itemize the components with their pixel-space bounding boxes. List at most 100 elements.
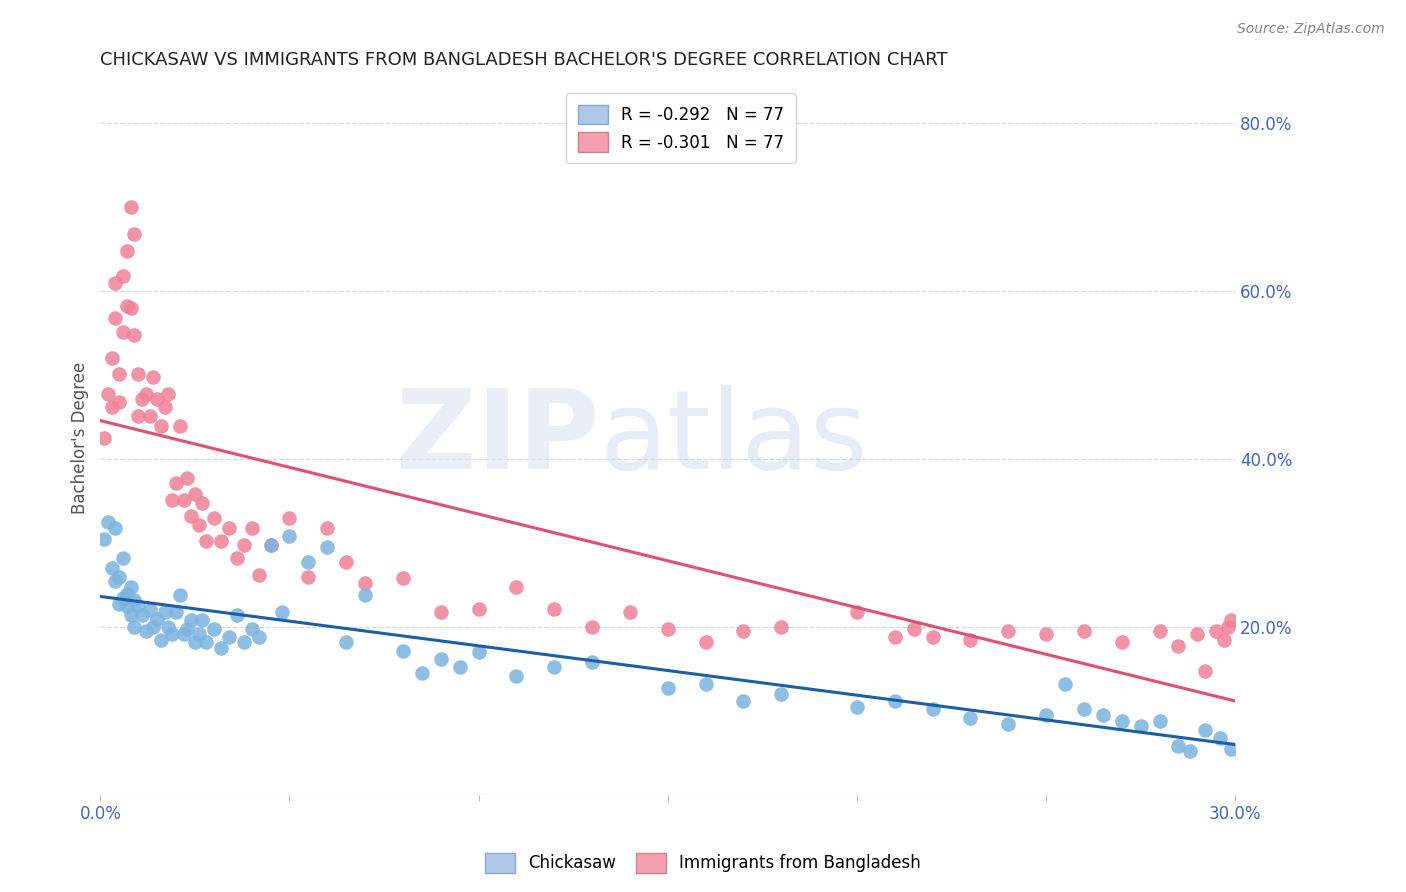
Point [180, 509, 202, 524]
Point [160, 492, 183, 507]
Point [124, 227, 146, 242]
Point [921, 702, 943, 716]
Point [354, 588, 377, 602]
Point [1167, 639, 1189, 653]
Point [124, 593, 146, 607]
Point [430, 605, 453, 619]
Point [146, 392, 169, 406]
Point [1111, 635, 1133, 649]
Point [1187, 627, 1209, 641]
Point [218, 521, 240, 535]
Point [104, 574, 127, 588]
Point [142, 620, 165, 634]
Point [1073, 624, 1095, 639]
Point [695, 677, 717, 691]
Point [845, 605, 868, 619]
Point [845, 699, 868, 714]
Point [138, 409, 160, 423]
Point [127, 599, 149, 614]
Point [297, 570, 319, 584]
Point [115, 244, 138, 258]
Point [173, 627, 195, 641]
Point [120, 580, 142, 594]
Point [770, 687, 793, 701]
Point [335, 555, 357, 569]
Point [108, 367, 131, 381]
Point [176, 622, 198, 636]
Point [733, 624, 755, 639]
Point [1178, 744, 1201, 758]
Point [695, 635, 717, 649]
Point [160, 627, 183, 641]
Point [218, 630, 240, 644]
Point [1035, 627, 1057, 641]
Point [1220, 742, 1243, 756]
Point [191, 614, 214, 628]
Point [153, 605, 176, 619]
Point [903, 622, 925, 636]
Point [112, 269, 135, 284]
Point [1129, 719, 1152, 733]
Point [233, 635, 256, 649]
Point [392, 643, 415, 657]
Point [127, 409, 149, 423]
Point [997, 716, 1019, 731]
Point [93, 431, 115, 445]
Y-axis label: Bachelor's Degree: Bachelor's Degree [72, 362, 89, 515]
Point [733, 694, 755, 708]
Legend: R = -0.292   N = 77, R = -0.301   N = 77: R = -0.292 N = 77, R = -0.301 N = 77 [567, 94, 796, 163]
Point [297, 555, 319, 569]
Point [100, 561, 122, 575]
Point [173, 492, 195, 507]
Point [115, 586, 138, 600]
Point [883, 630, 905, 644]
Text: ZIP: ZIP [396, 384, 600, 491]
Point [543, 660, 565, 674]
Point [1149, 624, 1171, 639]
Point [278, 511, 301, 525]
Point [108, 395, 131, 409]
Point [921, 630, 943, 644]
Point [770, 620, 793, 634]
Point [131, 607, 153, 622]
Point [1053, 677, 1076, 691]
Point [187, 517, 209, 532]
Point [316, 521, 339, 535]
Text: CHICKASAW VS IMMIGRANTS FROM BANGLADESH BACHELOR'S DEGREE CORRELATION CHART: CHICKASAW VS IMMIGRANTS FROM BANGLADESH … [100, 51, 948, 69]
Point [467, 645, 489, 659]
Point [883, 694, 905, 708]
Point [120, 301, 142, 315]
Point [149, 632, 172, 647]
Point [354, 576, 377, 591]
Point [146, 612, 169, 626]
Legend: Chickasaw, Immigrants from Bangladesh: Chickasaw, Immigrants from Bangladesh [478, 847, 928, 880]
Point [1194, 664, 1216, 678]
Point [131, 392, 153, 406]
Point [1220, 614, 1243, 628]
Point [335, 635, 357, 649]
Point [135, 624, 157, 639]
Point [138, 603, 160, 617]
Point [202, 622, 225, 636]
Point [112, 325, 135, 339]
Point [184, 635, 207, 649]
Point [169, 418, 191, 433]
Point [278, 529, 301, 543]
Point [195, 635, 218, 649]
Point [157, 620, 180, 634]
Point [1091, 708, 1114, 723]
Point [449, 660, 471, 674]
Point [176, 471, 198, 485]
Point [184, 487, 207, 501]
Point [108, 597, 131, 611]
Point [543, 601, 565, 615]
Point [233, 538, 256, 552]
Point [115, 599, 138, 614]
Point [1216, 620, 1239, 634]
Point [209, 641, 232, 656]
Point [959, 711, 981, 725]
Point [225, 607, 247, 622]
Point [100, 351, 122, 366]
Point [225, 551, 247, 566]
Text: atlas: atlas [600, 384, 868, 491]
